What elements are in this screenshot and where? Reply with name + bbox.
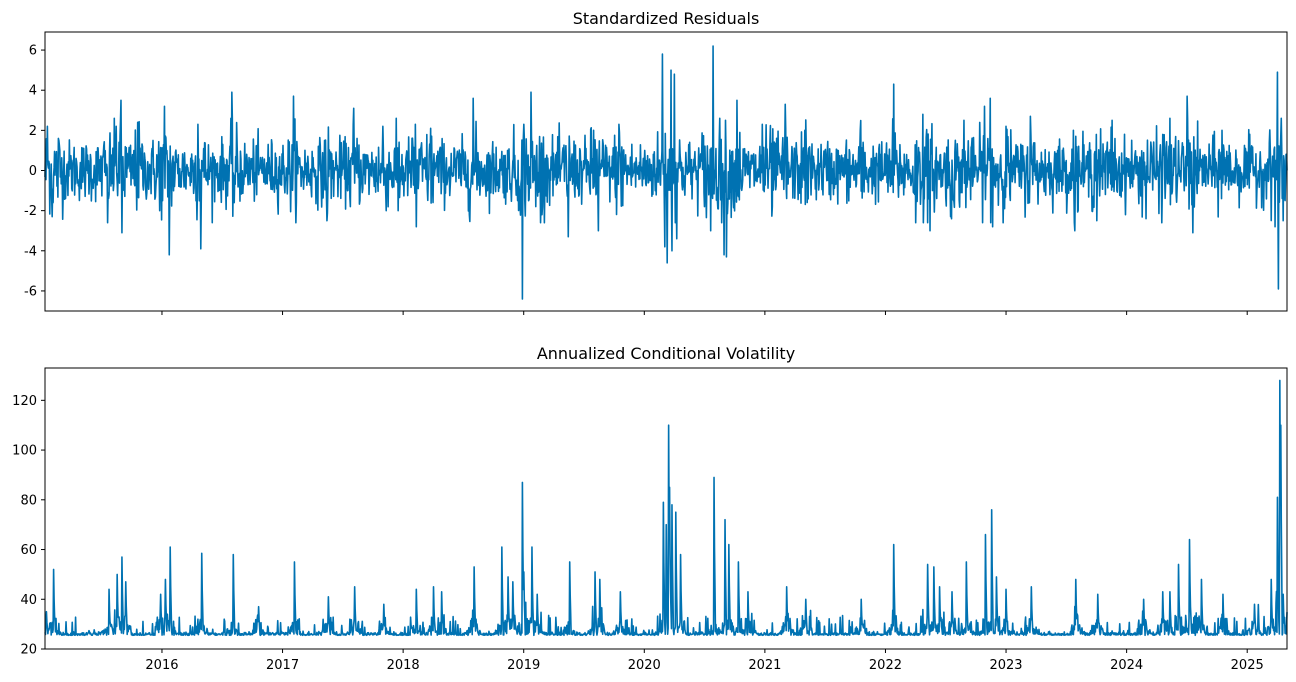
- x-tick-label: 2021: [748, 658, 781, 673]
- y-tick-label: 6: [29, 44, 37, 59]
- x-tick-label: 2025: [1231, 658, 1264, 673]
- y-tick-label: 40: [20, 593, 37, 608]
- y-tick-label: 100: [12, 444, 37, 459]
- volatility-y-ticks: 20 40 60 80 100 120: [12, 394, 45, 658]
- x-tick-label: 2016: [145, 658, 178, 673]
- volatility-x-ticks: 2016 2017 2018 2019 2020 2021 2022 2023 2024 2025: [145, 649, 1264, 673]
- y-tick-label: -6: [24, 284, 37, 299]
- x-tick-label: 2020: [628, 658, 661, 673]
- residuals-x-ticks: [161, 311, 1248, 315]
- y-tick-label: 0: [29, 164, 37, 179]
- y-tick-label: 80: [20, 493, 37, 508]
- x-tick-label: 2019: [507, 658, 540, 673]
- y-tick-label: 20: [20, 643, 37, 658]
- x-tick-label: 2017: [266, 658, 299, 673]
- y-tick-label: 2: [29, 124, 37, 139]
- y-tick-label: 60: [20, 543, 37, 558]
- x-tick-label: 2024: [1110, 658, 1143, 673]
- y-tick-label: 4: [29, 84, 37, 99]
- y-tick-label: -4: [24, 244, 37, 259]
- residuals-panel: Standardized Residuals -6 -4 -2 0 2 4 6: [24, 9, 1288, 315]
- residuals-y-ticks: -6 -4 -2 0 2 4 6: [24, 44, 45, 299]
- residuals-axes-frame: [44, 31, 1288, 312]
- y-tick-label: 120: [12, 394, 37, 409]
- x-tick-label: 2022: [869, 658, 902, 673]
- residuals-series-line: [44, 45, 1288, 300]
- y-tick-label: -2: [24, 204, 37, 219]
- volatility-title: Annualized Conditional Volatility: [537, 344, 795, 363]
- volatility-axes-frame: [44, 367, 1288, 650]
- x-tick-label: 2023: [989, 658, 1022, 673]
- volatility-series-line: [44, 379, 1288, 637]
- volatility-panel: Annualized Conditional Volatility 20 40 60…: [12, 344, 1288, 673]
- x-tick-label: 2018: [387, 658, 420, 673]
- residuals-title: Standardized Residuals: [573, 9, 760, 28]
